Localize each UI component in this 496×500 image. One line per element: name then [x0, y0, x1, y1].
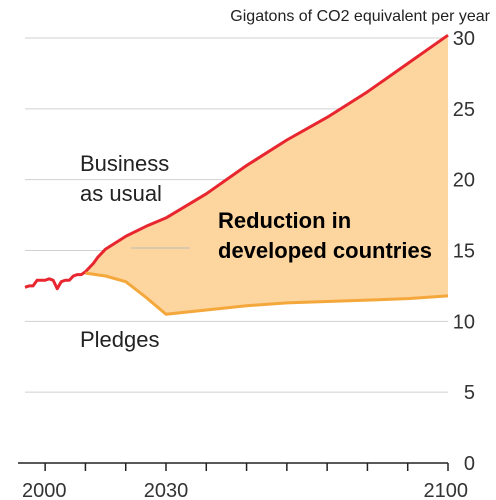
y-tick-label-0: 0	[464, 453, 475, 475]
y-tick-label-10: 10	[453, 311, 475, 333]
x-tick-labels: 2000 2030 2100	[22, 480, 468, 500]
y-tick-label-25: 25	[453, 99, 475, 121]
reduction-area	[85, 35, 448, 315]
x-tick-label-2030: 2030	[144, 480, 189, 500]
x-tick-label-2000: 2000	[22, 480, 67, 500]
unit-label: Gigatons of CO2 equivalent per year	[230, 8, 490, 25]
business-as-usual-label-line2: as usual	[80, 181, 162, 206]
y-tick-label-5: 5	[464, 382, 475, 404]
x-axis	[18, 462, 449, 471]
y-tick-label-20: 20	[453, 170, 475, 192]
y-tick-label-30: 30	[453, 28, 475, 50]
y-tick-labels: 0 5 10 15 20 25 30	[453, 28, 475, 475]
reduction-label-line2: developed countries	[218, 238, 432, 263]
business-as-usual-label-line1: Business	[80, 151, 169, 176]
pledges-line	[85, 271, 449, 316]
pledges-label: Pledges	[80, 327, 160, 352]
y-tick-label-15: 15	[453, 241, 475, 263]
reduction-label-line1: Reduction in	[218, 208, 351, 233]
x-tick-label-2100: 2100	[424, 480, 469, 500]
business-as-usual-line	[24, 33, 449, 291]
